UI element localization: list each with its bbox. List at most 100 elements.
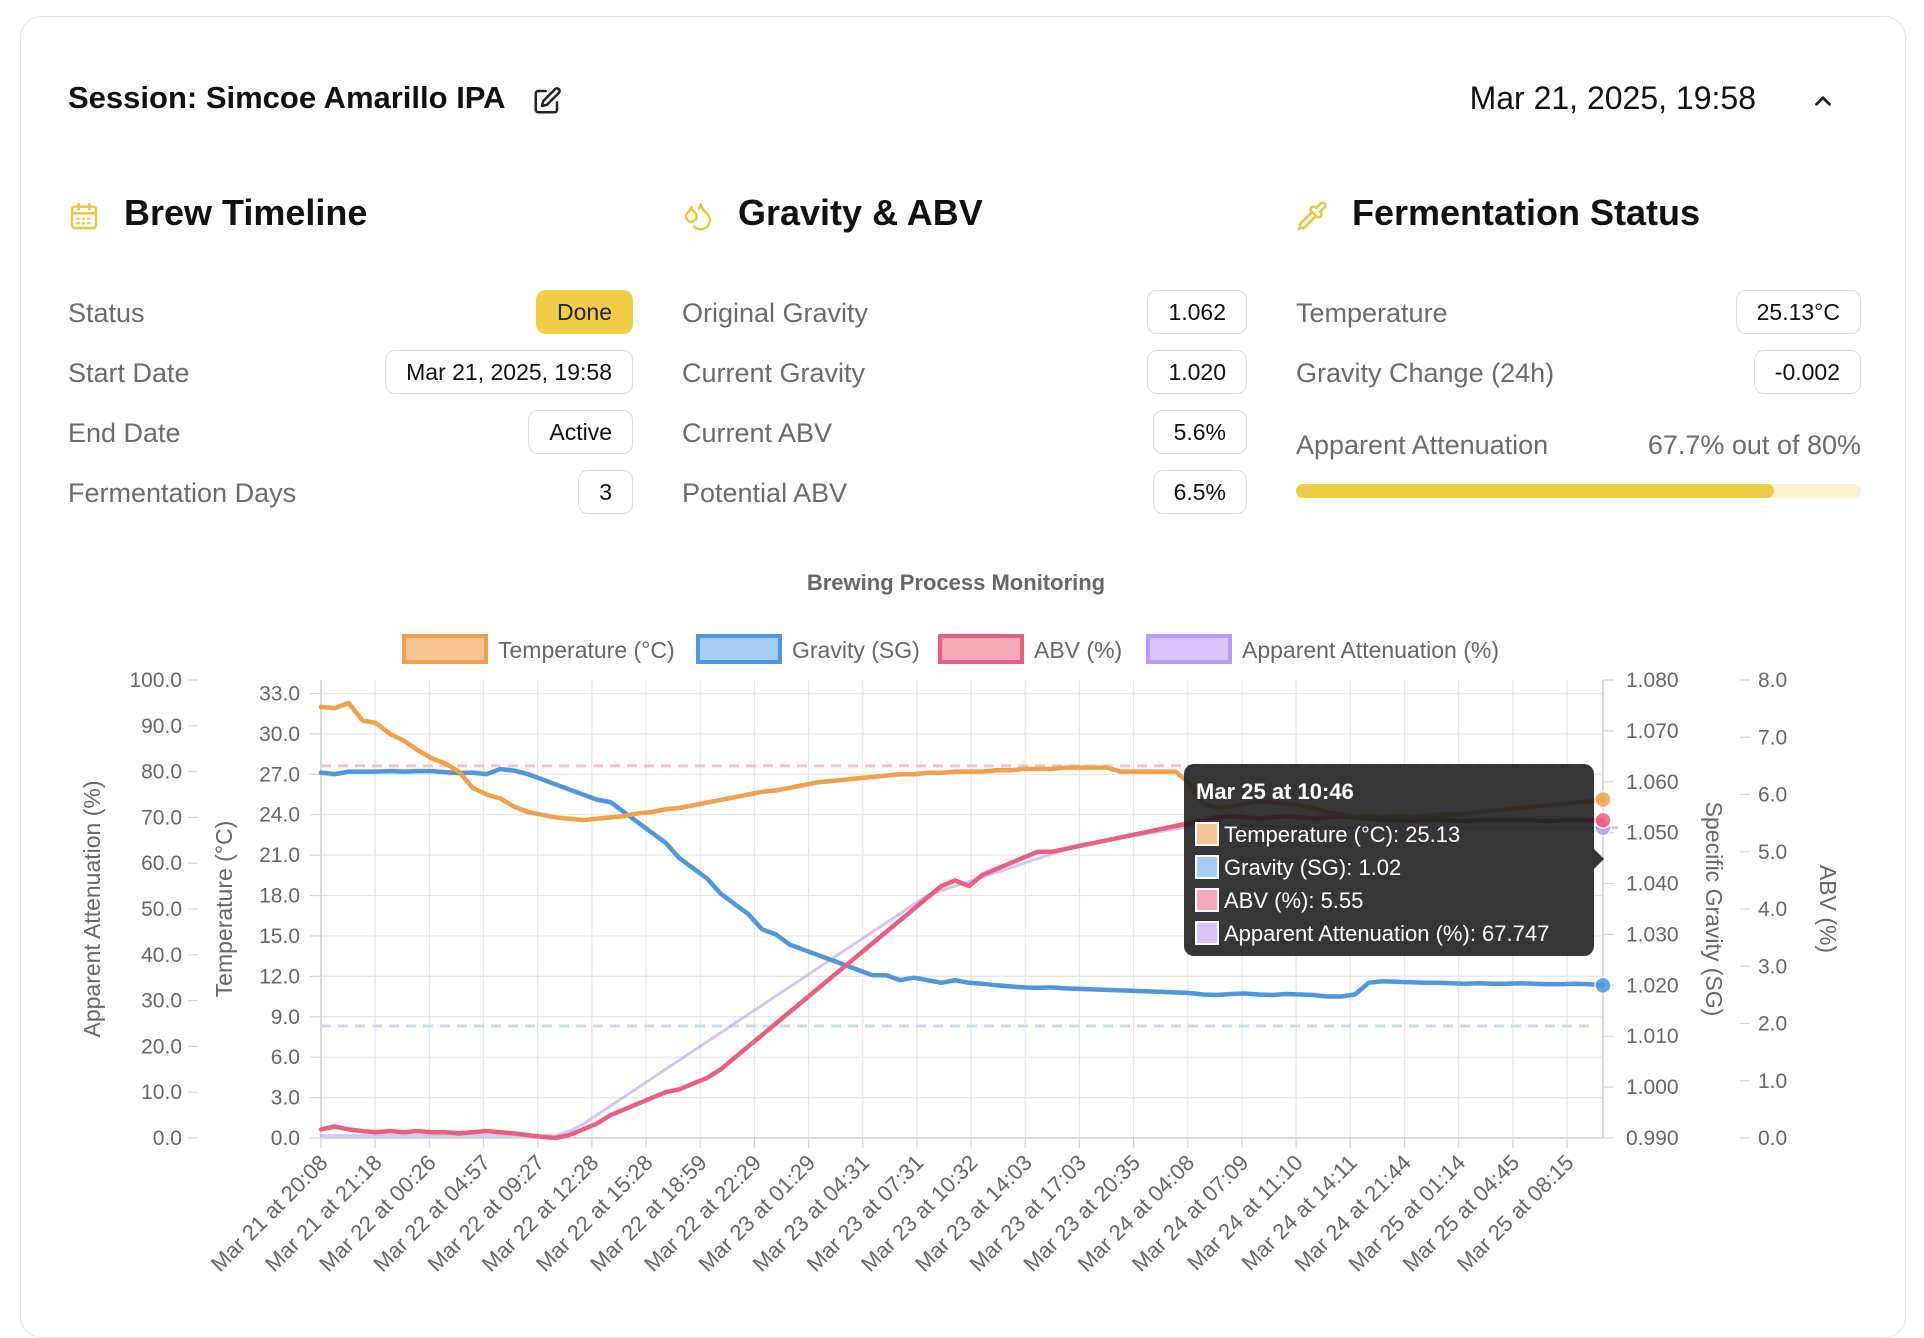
axis-title: Apparent Attenuation (%) [79,781,105,1038]
y-tick-label: 24.0 [259,804,300,827]
y-tick-label: 1.080 [1626,669,1679,692]
attenuation-label: Apparent Attenuation [1296,430,1549,460]
y-tick-label: 1.0 [1758,1070,1787,1093]
y-tick-label: 0.990 [1626,1127,1679,1150]
legend-swatch [938,634,1024,664]
calendar-icon [70,202,98,230]
end-date-label: End Date [68,418,181,448]
status-label: Status [68,298,145,328]
chevron-up-icon[interactable] [1810,88,1836,114]
potential-abv-label: Potential ABV [682,478,848,508]
y-tick-label: 7.0 [1758,726,1787,749]
y-tick-label: 3.0 [1758,955,1787,978]
y-tick-label: 50.0 [141,898,182,921]
series-point-abv[interactable] [1594,811,1612,830]
session-card [20,16,1906,1338]
y-tick-label: 0.0 [153,1127,182,1150]
legend-item-apparent-attenuation[interactable]: Apparent Attenuation (%) [1146,634,1499,664]
fermentation-days-row: Fermentation Days 3 [68,470,633,516]
fermentation-days-value: 3 [578,470,633,514]
legend-item-abv[interactable]: ABV (%) [938,634,1122,664]
fermentation-status-header: Fermentation Status [1296,192,1861,242]
tooltip-swatch [1195,822,1219,846]
chart-legend[interactable]: Temperature (°C) Gravity (SG) ABV (%) Appar… [402,634,1499,664]
series-line-gravity-sg[interactable] [318,766,1606,999]
tooltip-line: Temperature (°C): 25.13 [1224,822,1460,847]
y-tick-label: 40.0 [141,944,182,967]
y-tick-label: 1.050 [1626,822,1679,845]
legend-swatch [1146,634,1232,664]
brew-timeline-header: Brew Timeline [68,192,633,242]
tooltip-line: Gravity (SG): 1.02 [1224,855,1401,880]
tooltip-swatch [1195,855,1219,879]
brewing-process-chart[interactable]: Brewing Process Monitoring Temperature (… [0,0,1924,1308]
original-gravity-label: Original Gravity [682,298,869,328]
y-tick-label: 1.040 [1626,873,1679,896]
tooltip-line: Apparent Attenuation (%): 67.747 [1224,921,1549,946]
current-gravity-value: 1.020 [1147,350,1247,394]
chart-tooltip: Mar 25 at 10:46 Temperature (°C): 25.13 Gr… [1184,764,1604,956]
legend-item-gravity-sg[interactable]: Gravity (SG) [696,634,920,664]
legend-item-temperature-c[interactable]: Temperature (°C) [402,634,675,664]
y-tick-label: 2.0 [1758,1013,1787,1036]
temperature-label: Temperature [1296,298,1448,328]
temperature-row: Temperature 25.13°C [1296,290,1861,336]
tooltip-swatch [1195,888,1219,912]
y-tick-label: 8.0 [1758,669,1787,692]
chart-axes: 100.0 90.0 80.0 70.0 60.0 50.0 40.0 30.0 20.0 10.… [79,669,1841,1150]
y-tick-label: 4.0 [1758,898,1787,921]
legend-swatch [402,634,488,664]
temperature-value: 25.13°C [1735,290,1861,334]
current-gravity-label: Current Gravity [682,358,866,388]
end-date-value: Active [528,410,633,454]
status-row: Status Done [68,290,633,336]
fermentation-status-section: Fermentation Status Temperature 25.13°C … [1296,192,1861,498]
y-tick-label: 30.0 [141,990,182,1013]
axis-title: Temperature (°C) [211,821,237,998]
status-badge: Done [536,290,633,334]
series-point-gravity-sg[interactable] [1594,976,1612,995]
fermentation-days-label: Fermentation Days [68,478,297,508]
tooltip-swatch [1195,921,1219,945]
gravity-change-value: -0.002 [1753,350,1861,394]
y-tick-label: 80.0 [141,761,182,784]
edit-icon[interactable] [532,86,562,116]
legend-swatch [696,634,782,664]
y-tick-label: 70.0 [141,806,182,829]
y-tick-label: 5.0 [1758,841,1787,864]
potential-abv-row: Potential ABV 6.5% [682,470,1247,516]
gravity-abv-header: Gravity & ABV [682,192,1247,242]
legend-label: Gravity (SG) [792,637,920,663]
start-date-label: Start Date [68,358,190,388]
end-date-row: End Date Active [68,410,633,456]
tooltip-box [1184,764,1594,956]
brew-timeline-section: Brew Timeline Status Done Start Date Mar… [68,192,633,514]
series-point-temperature-c[interactable] [1594,790,1612,809]
attenuation-value: 67.7% out of 80% [1647,430,1861,460]
tooltip-caret [1594,849,1604,869]
y-tick-label: 1.010 [1626,1025,1679,1048]
legend-label: Temperature (°C) [498,637,675,663]
y-tick-label: 18.0 [259,885,300,908]
y-tick-label: 60.0 [141,852,182,875]
brew-timeline-title: Brew Timeline [124,192,368,233]
y-tick-label: 21.0 [259,844,300,867]
tooltip-title: Mar 25 at 10:46 [1196,779,1354,804]
start-date-row: Start Date Mar 21, 2025, 19:58 [68,350,633,396]
y-tick-label: 90.0 [141,715,182,738]
pipette-icon [1297,201,1327,231]
y-tick-label: 100.0 [129,669,182,692]
y-tick-label: 1.030 [1626,923,1679,946]
legend-label: ABV (%) [1034,637,1122,663]
gravity-change-row: Gravity Change (24h) -0.002 [1296,350,1861,396]
axis-title: ABV (%) [1815,865,1841,953]
tooltip-line: ABV (%): 5.55 [1224,888,1363,913]
y-tick-label: 33.0 [259,682,300,705]
original-gravity-value: 1.062 [1147,290,1247,334]
gravity-abv-section: Gravity & ABV Original Gravity 1.062 Cur… [682,192,1247,514]
session-datetime: Mar 21, 2025, 19:58 [1469,80,1756,116]
y-tick-label: 1.070 [1626,720,1679,743]
y-tick-label: 6.0 [271,1046,300,1069]
y-tick-label: 15.0 [259,925,300,948]
original-gravity-row: Original Gravity 1.062 [682,290,1247,336]
